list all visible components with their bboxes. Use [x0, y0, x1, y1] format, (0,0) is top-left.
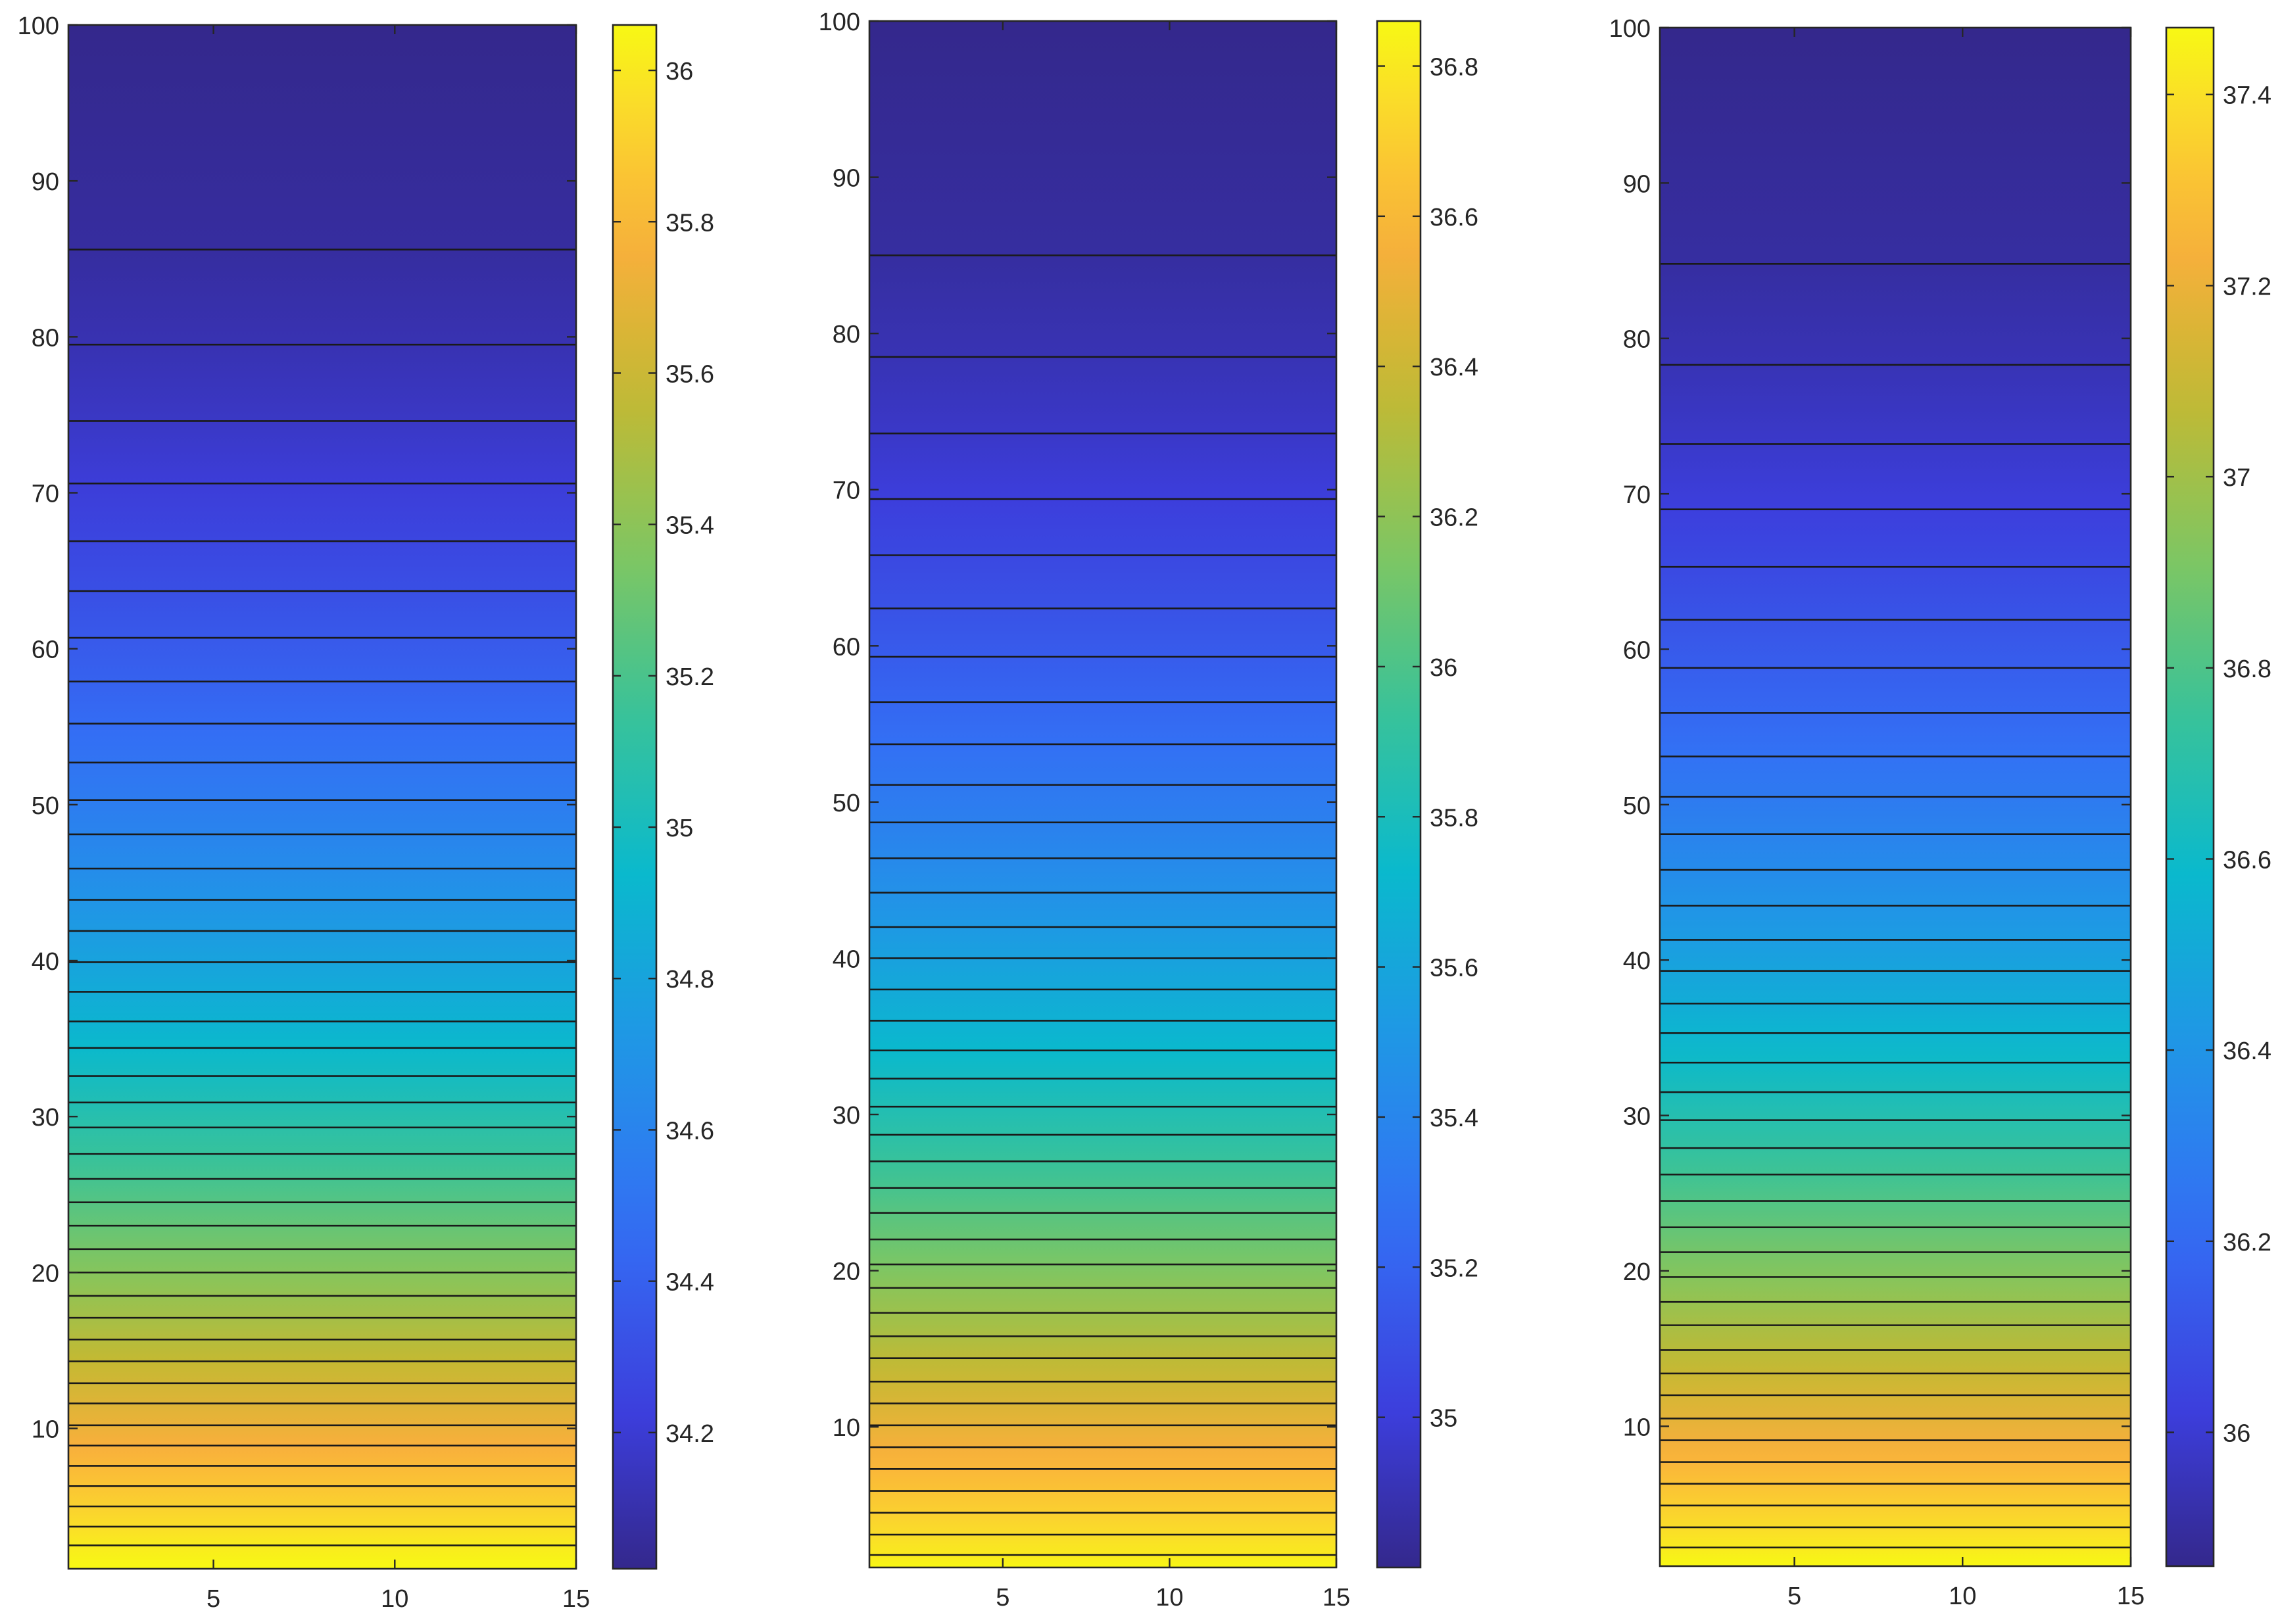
heatmap-field: [68, 25, 576, 1569]
heatmap-plot-3: 10 20 30 40 50 60 70 80 90 100 5 10 15: [1609, 15, 2145, 1610]
y-tick-label: 10: [833, 1414, 860, 1442]
y-tick-label: 40: [833, 945, 860, 973]
y-tick-label: 70: [1623, 481, 1651, 509]
x-tick-label: 5: [996, 1584, 1009, 1612]
colorbar-1: 34.2 34.4 34.6 34.8 35 35.2 35.4 35.6 35.8 36: [612, 24, 714, 1570]
colorbar-tick-label: 35.8: [666, 209, 714, 237]
x-tick-label: 10: [1155, 1584, 1183, 1612]
colorbar-gradient: [2165, 26, 2215, 1567]
x-tick-label: 10: [1949, 1583, 1976, 1610]
x-tick-label: 15: [562, 1585, 590, 1613]
colorbar-tick-label: 36.8: [2223, 656, 2271, 683]
y-tick-label: 10: [1623, 1414, 1651, 1441]
y-tick-label: 90: [833, 165, 860, 193]
colorbar-tick-label: 34.2: [666, 1420, 714, 1448]
colorbar-tick-label: 37: [2223, 464, 2250, 492]
colorbar-tick-label: 34.6: [666, 1117, 714, 1145]
plot-frame: [1659, 26, 2132, 1567]
colorbar-tick-label: 37.4: [2223, 82, 2271, 110]
heatmap-plot-2: 10 20 30 40 50 60 70 80 90 100 5 10 15: [819, 9, 1351, 1612]
colorbar-tick-label: 35.2: [666, 663, 714, 691]
y-tick-label: 30: [1623, 1103, 1651, 1131]
colorbar-gradient: [1376, 20, 1422, 1569]
colorbar-tick-label: 35.4: [666, 512, 714, 540]
colorbar-tick-label: 35.8: [1430, 804, 1478, 832]
x-tick-label: 5: [206, 1585, 220, 1613]
y-tick-label: 40: [32, 948, 59, 976]
colorbar-tick-label: 36.2: [1430, 504, 1478, 532]
colorbar-tick-label: 36.8: [1430, 54, 1478, 82]
y-tick-label: 70: [32, 481, 59, 508]
colorbar-3: 36 36.2 36.4 36.6 36.8 37 37.2 37.4: [2165, 26, 2271, 1567]
subplot-2: 10 20 30 40 50 60 70 80 90 100 5 10 15 35 35.2 35.4 35.…: [819, 9, 1478, 1612]
y-tick-label: 80: [1623, 326, 1651, 354]
heatmap-plot-1: 10 20 30 40 50 60 70 80 90 100 5 10 15: [18, 12, 591, 1613]
y-tick-label: 30: [32, 1104, 59, 1132]
heatmap-field: [869, 21, 1336, 1567]
y-tick-label: 50: [1623, 792, 1651, 820]
colorbar-tick-label: 36.4: [2223, 1038, 2271, 1065]
y-tick-label: 40: [1623, 947, 1651, 975]
x-tick-label: 15: [1323, 1584, 1350, 1612]
y-tick-label: 20: [32, 1260, 59, 1287]
colorbar-tick-label: 35.6: [1430, 955, 1478, 982]
y-tick-label: 20: [833, 1258, 860, 1286]
colorbar-tick-label: 36: [1430, 654, 1457, 682]
y-tick-label: 100: [18, 12, 59, 40]
colorbar-tick-label: 36.6: [2223, 846, 2271, 874]
y-tick-label: 90: [32, 168, 59, 196]
y-tick-label: 80: [32, 324, 59, 352]
y-tick-label: 30: [833, 1102, 860, 1130]
colorbar-tick-label: 35.6: [666, 360, 714, 388]
colorbar-tick-label: 36.6: [1430, 204, 1478, 231]
colorbar-gradient: [612, 24, 658, 1570]
y-tick-label: 60: [833, 633, 860, 661]
y-tick-label: 50: [833, 790, 860, 817]
colorbar-tick-label: 36: [666, 58, 693, 85]
colorbar-tick-label: 36: [2223, 1420, 2250, 1448]
y-tick-label: 60: [32, 636, 59, 664]
y-tick-label: 10: [32, 1416, 59, 1444]
colorbar-tick-label: 36.4: [1430, 354, 1478, 381]
y-tick-label: 80: [833, 321, 860, 348]
colorbar-tick-label: 36.2: [2223, 1229, 2271, 1256]
colorbar-tick-label: 35.2: [1430, 1254, 1478, 1282]
y-tick-label: 50: [32, 792, 59, 820]
y-tick-label: 70: [833, 477, 860, 505]
colorbar-tick-label: 35: [1430, 1405, 1457, 1433]
subplot-3: 10 20 30 40 50 60 70 80 90 100 5 10 15 36 36.2 36.4 36.…: [1609, 15, 2271, 1610]
y-tick-label: 100: [819, 9, 860, 36]
plot-frame: [868, 20, 1338, 1569]
y-tick-label: 20: [1623, 1258, 1651, 1286]
colorbar-tick-label: 35.4: [1430, 1105, 1478, 1132]
x-tick-label: 15: [2117, 1583, 2145, 1610]
colorbar-tick-label: 35: [666, 815, 693, 842]
y-tick-label: 60: [1623, 636, 1651, 664]
x-tick-label: 10: [381, 1585, 408, 1613]
colorbar-tick-label: 34.4: [666, 1269, 714, 1297]
y-tick-label: 100: [1609, 15, 1651, 43]
x-tick-label: 5: [1787, 1583, 1801, 1610]
colorbar-2: 35 35.2 35.4 35.6 35.8 36 36.2 36.4 36.6 36.8: [1376, 20, 1478, 1569]
colorbar-tick-label: 34.8: [666, 966, 714, 993]
colorbar-tick-label: 37.2: [2223, 273, 2271, 300]
plot-frame: [67, 24, 577, 1570]
y-tick-label: 90: [1623, 170, 1651, 198]
